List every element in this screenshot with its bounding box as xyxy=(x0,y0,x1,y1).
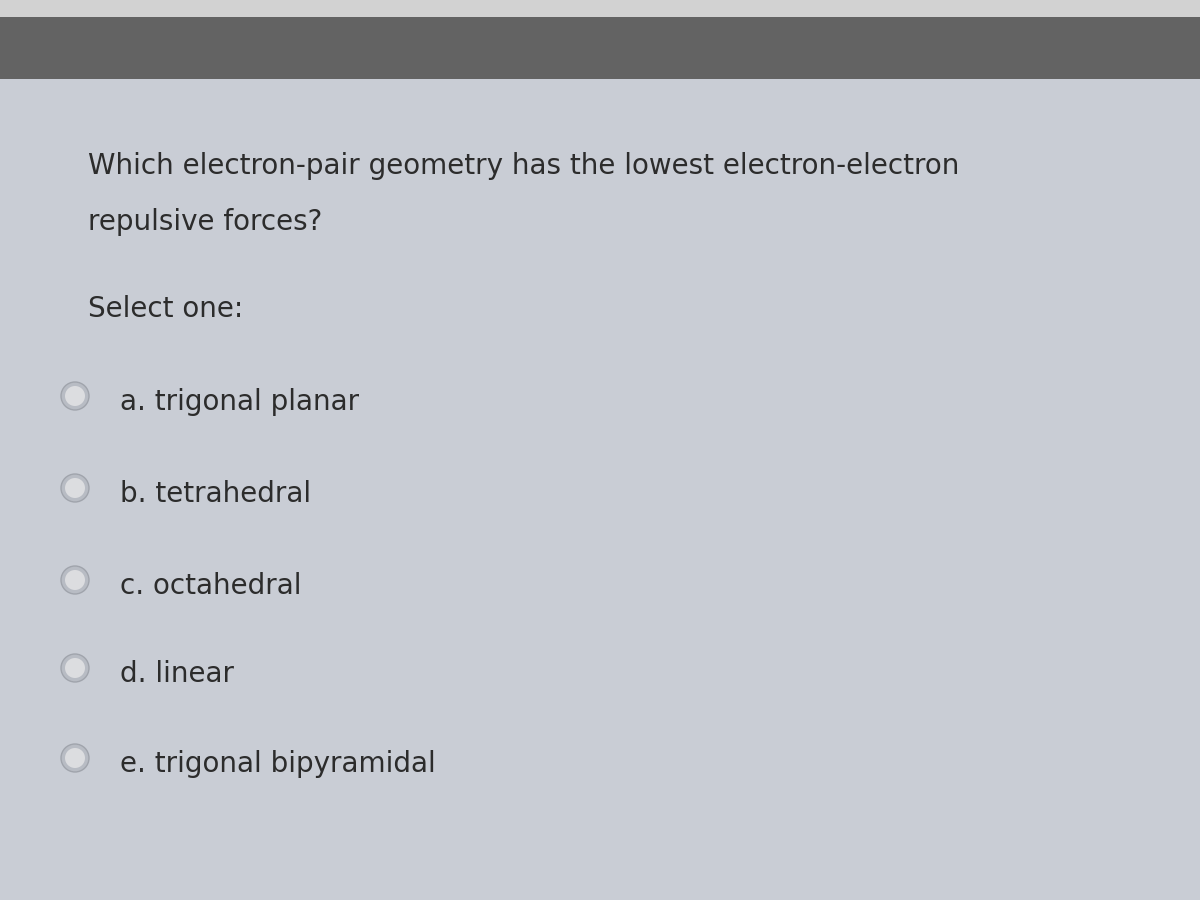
Circle shape xyxy=(65,386,85,406)
Text: d. linear: d. linear xyxy=(120,660,234,688)
FancyBboxPatch shape xyxy=(0,17,1200,79)
Text: c. octahedral: c. octahedral xyxy=(120,572,301,600)
Circle shape xyxy=(61,744,89,772)
Circle shape xyxy=(61,382,89,410)
Circle shape xyxy=(65,478,85,498)
Text: b. tetrahedral: b. tetrahedral xyxy=(120,480,311,508)
Text: Which electron-pair geometry has the lowest electron-electron: Which electron-pair geometry has the low… xyxy=(88,152,959,180)
Text: a. trigonal planar: a. trigonal planar xyxy=(120,388,359,416)
Text: Select one:: Select one: xyxy=(88,295,244,323)
Text: e. trigonal bipyramidal: e. trigonal bipyramidal xyxy=(120,750,436,778)
Text: repulsive forces?: repulsive forces? xyxy=(88,208,323,236)
Circle shape xyxy=(61,474,89,502)
Circle shape xyxy=(65,570,85,590)
Circle shape xyxy=(61,654,89,682)
Circle shape xyxy=(65,748,85,768)
FancyBboxPatch shape xyxy=(0,0,1200,27)
Circle shape xyxy=(65,658,85,678)
Circle shape xyxy=(61,566,89,594)
